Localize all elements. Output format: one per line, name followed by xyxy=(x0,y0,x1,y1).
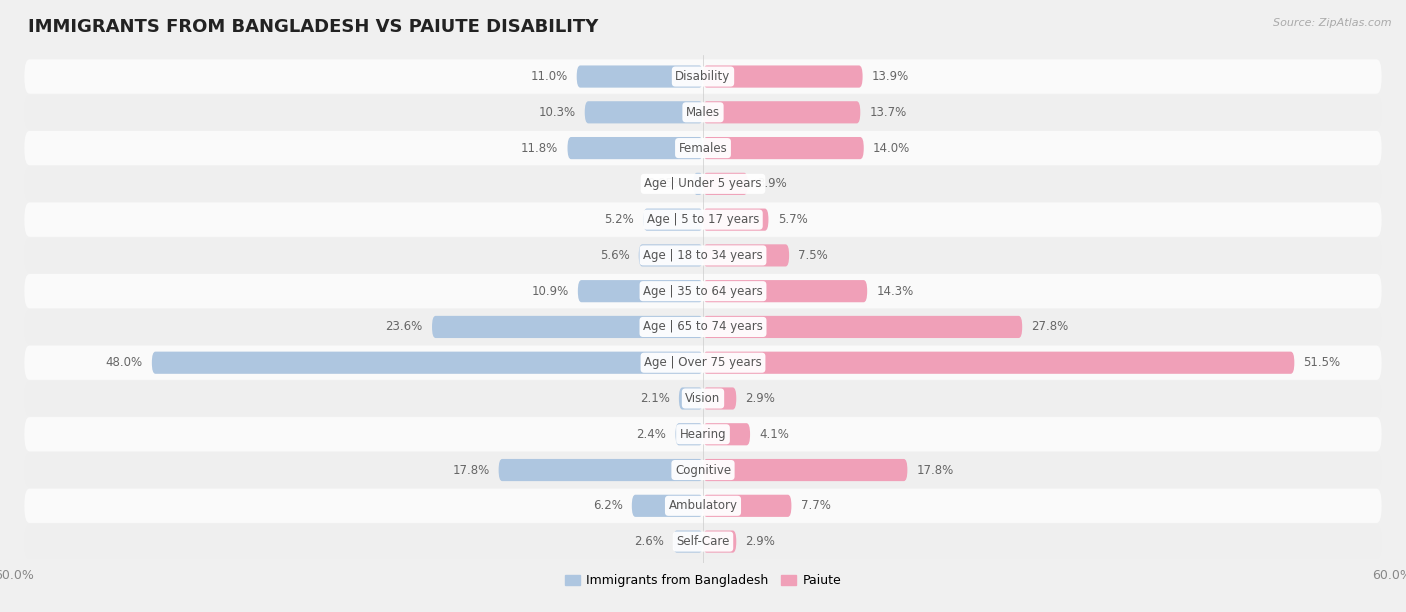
Text: Age | 35 to 64 years: Age | 35 to 64 years xyxy=(643,285,763,297)
Text: 14.3%: 14.3% xyxy=(876,285,914,297)
Text: 5.7%: 5.7% xyxy=(778,213,807,226)
Text: Females: Females xyxy=(679,141,727,155)
Text: Age | 5 to 17 years: Age | 5 to 17 years xyxy=(647,213,759,226)
FancyBboxPatch shape xyxy=(24,310,1382,344)
Text: 2.9%: 2.9% xyxy=(745,535,775,548)
FancyBboxPatch shape xyxy=(703,316,1022,338)
FancyBboxPatch shape xyxy=(576,65,703,88)
Text: Age | Over 75 years: Age | Over 75 years xyxy=(644,356,762,369)
FancyBboxPatch shape xyxy=(24,238,1382,272)
FancyBboxPatch shape xyxy=(24,453,1382,487)
FancyBboxPatch shape xyxy=(693,173,703,195)
Text: Hearing: Hearing xyxy=(679,428,727,441)
Text: 2.1%: 2.1% xyxy=(640,392,669,405)
FancyBboxPatch shape xyxy=(24,166,1382,201)
Text: 11.0%: 11.0% xyxy=(530,70,568,83)
Text: Source: ZipAtlas.com: Source: ZipAtlas.com xyxy=(1274,18,1392,28)
Text: Ambulatory: Ambulatory xyxy=(668,499,738,512)
FancyBboxPatch shape xyxy=(703,494,792,517)
FancyBboxPatch shape xyxy=(675,423,703,446)
Text: 2.6%: 2.6% xyxy=(634,535,664,548)
FancyBboxPatch shape xyxy=(673,531,703,553)
Text: 0.85%: 0.85% xyxy=(647,177,685,190)
FancyBboxPatch shape xyxy=(499,459,703,481)
Text: 3.9%: 3.9% xyxy=(756,177,787,190)
Text: 2.4%: 2.4% xyxy=(637,428,666,441)
FancyBboxPatch shape xyxy=(24,381,1382,416)
Text: Age | 65 to 74 years: Age | 65 to 74 years xyxy=(643,321,763,334)
FancyBboxPatch shape xyxy=(644,209,703,231)
Legend: Immigrants from Bangladesh, Paiute: Immigrants from Bangladesh, Paiute xyxy=(560,569,846,592)
FancyBboxPatch shape xyxy=(703,209,769,231)
Text: Vision: Vision xyxy=(685,392,721,405)
FancyBboxPatch shape xyxy=(152,352,703,374)
Text: 7.5%: 7.5% xyxy=(799,249,828,262)
FancyBboxPatch shape xyxy=(703,65,863,88)
FancyBboxPatch shape xyxy=(24,524,1382,559)
FancyBboxPatch shape xyxy=(703,459,907,481)
Text: Cognitive: Cognitive xyxy=(675,463,731,477)
Text: 6.2%: 6.2% xyxy=(593,499,623,512)
Text: 23.6%: 23.6% xyxy=(385,321,423,334)
Text: 10.9%: 10.9% xyxy=(531,285,568,297)
Text: Self-Care: Self-Care xyxy=(676,535,730,548)
Text: 7.7%: 7.7% xyxy=(800,499,831,512)
Text: 51.5%: 51.5% xyxy=(1303,356,1341,369)
FancyBboxPatch shape xyxy=(24,95,1382,130)
FancyBboxPatch shape xyxy=(24,59,1382,94)
Text: 13.9%: 13.9% xyxy=(872,70,910,83)
FancyBboxPatch shape xyxy=(24,346,1382,380)
FancyBboxPatch shape xyxy=(24,274,1382,308)
FancyBboxPatch shape xyxy=(578,280,703,302)
FancyBboxPatch shape xyxy=(703,352,1295,374)
FancyBboxPatch shape xyxy=(631,494,703,517)
Text: Disability: Disability xyxy=(675,70,731,83)
Text: 2.9%: 2.9% xyxy=(745,392,775,405)
FancyBboxPatch shape xyxy=(703,531,737,553)
FancyBboxPatch shape xyxy=(703,423,749,446)
Text: 4.1%: 4.1% xyxy=(759,428,789,441)
FancyBboxPatch shape xyxy=(432,316,703,338)
FancyBboxPatch shape xyxy=(24,488,1382,523)
Text: 17.8%: 17.8% xyxy=(917,463,953,477)
Text: 14.0%: 14.0% xyxy=(873,141,910,155)
Text: Males: Males xyxy=(686,106,720,119)
FancyBboxPatch shape xyxy=(703,387,737,409)
Text: 13.7%: 13.7% xyxy=(869,106,907,119)
Text: 5.2%: 5.2% xyxy=(605,213,634,226)
FancyBboxPatch shape xyxy=(703,173,748,195)
Text: Age | 18 to 34 years: Age | 18 to 34 years xyxy=(643,249,763,262)
FancyBboxPatch shape xyxy=(679,387,703,409)
Text: Age | Under 5 years: Age | Under 5 years xyxy=(644,177,762,190)
FancyBboxPatch shape xyxy=(703,101,860,124)
Text: 11.8%: 11.8% xyxy=(522,141,558,155)
Text: 5.6%: 5.6% xyxy=(600,249,630,262)
Text: 27.8%: 27.8% xyxy=(1032,321,1069,334)
Text: 10.3%: 10.3% xyxy=(538,106,575,119)
Text: 17.8%: 17.8% xyxy=(453,463,489,477)
FancyBboxPatch shape xyxy=(703,244,789,266)
FancyBboxPatch shape xyxy=(638,244,703,266)
FancyBboxPatch shape xyxy=(703,280,868,302)
Text: 48.0%: 48.0% xyxy=(105,356,142,369)
Text: IMMIGRANTS FROM BANGLADESH VS PAIUTE DISABILITY: IMMIGRANTS FROM BANGLADESH VS PAIUTE DIS… xyxy=(28,18,599,36)
FancyBboxPatch shape xyxy=(568,137,703,159)
FancyBboxPatch shape xyxy=(703,137,863,159)
FancyBboxPatch shape xyxy=(24,131,1382,165)
FancyBboxPatch shape xyxy=(24,203,1382,237)
FancyBboxPatch shape xyxy=(24,417,1382,452)
FancyBboxPatch shape xyxy=(585,101,703,124)
